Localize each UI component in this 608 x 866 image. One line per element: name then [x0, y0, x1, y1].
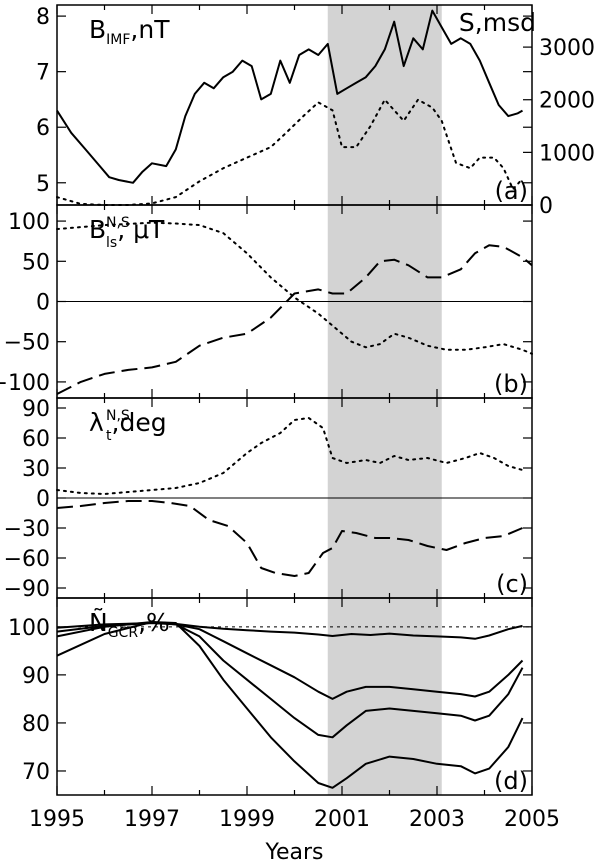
title-suffix: ,deg	[112, 408, 167, 437]
right-axis-label: S,msd	[459, 8, 536, 37]
series-solid-panel-3-3	[56, 621, 524, 789]
series-solid-panel-3-0	[56, 622, 523, 640]
title-suffix: ,%	[138, 608, 170, 637]
title-sup: N,S	[106, 215, 130, 231]
series-dotted-panel-1-0	[56, 221, 533, 355]
y-right-tick-label: 3000	[539, 36, 595, 61]
series-dashed-panel-1-1	[56, 244, 533, 395]
y-tick-label: 90	[22, 397, 50, 422]
y-tick-label: −60	[4, 547, 50, 572]
title-sub: ls	[106, 235, 117, 251]
y-tick-label: 5	[36, 172, 50, 197]
panel-title-1: BN,S ls, μT	[89, 215, 165, 251]
title-sup: N,S	[106, 408, 130, 424]
series-solid-panel-0-0	[56, 9, 523, 184]
shaded-interval	[327, 5, 442, 795]
x-tick-label: 2005	[504, 807, 560, 832]
y-tick-label: −30	[4, 517, 50, 542]
title-sub: GCR	[108, 625, 139, 641]
x-tick-label: 1995	[29, 807, 85, 832]
series-solid-panel-3-1	[56, 622, 524, 700]
title-sub: IMF	[106, 32, 130, 48]
y-tick-label: −50	[4, 331, 50, 356]
panel-title-0: BIMF,nT	[89, 15, 170, 48]
x-axis-label: Years	[264, 840, 323, 865]
y-tick-label: 30	[22, 457, 50, 482]
y-tick-label: 90	[22, 664, 50, 689]
y-right-tick-label: 1000	[539, 141, 595, 166]
y-tick-label: 8	[36, 5, 50, 30]
y-right-tick-label: 0	[539, 194, 553, 219]
title-main: λ	[89, 408, 104, 437]
y-right-tick-label: 2000	[539, 89, 595, 114]
series-dashed-panel-2-1	[56, 500, 523, 577]
title-sub: t	[106, 428, 112, 444]
panel-label: (b)	[494, 370, 528, 398]
panel-label: (d)	[494, 767, 528, 795]
y-tick-label: 80	[22, 712, 50, 737]
series-solid-panel-3-2	[56, 621, 524, 739]
y-tick-label: 0	[36, 487, 50, 512]
y-tick-label: −90	[4, 577, 50, 602]
panel-label: (a)	[495, 177, 528, 205]
title-main: B	[89, 15, 106, 44]
x-tick-label: 1999	[219, 807, 275, 832]
x-tick-label: 1997	[124, 807, 180, 832]
title-suffix: , μT	[117, 215, 165, 244]
title-suffix: ,nT	[130, 15, 170, 44]
title-main: B	[89, 215, 106, 244]
x-tick-label: 2001	[314, 807, 370, 832]
y-tick-label: 6	[36, 116, 50, 141]
y-tick-label: 70	[22, 760, 50, 785]
x-tick-label: 2003	[409, 807, 465, 832]
title-main: Ñ	[89, 607, 108, 637]
y-tick-label: 7	[36, 61, 50, 86]
panel-label: (c)	[496, 570, 528, 598]
y-tick-label: 100	[8, 210, 50, 235]
y-tick-label: −100	[0, 371, 50, 396]
panel-title-2: λ N,S t,deg	[89, 408, 167, 444]
y-tick-label: 0	[36, 291, 50, 316]
panel-title-3: ÑGCR,%	[89, 607, 170, 641]
y-tick-label: 100	[8, 616, 50, 641]
series-dotted-panel-0-1	[56, 98, 524, 206]
y-tick-label: 60	[22, 427, 50, 452]
y-tick-label: 50	[22, 250, 50, 275]
